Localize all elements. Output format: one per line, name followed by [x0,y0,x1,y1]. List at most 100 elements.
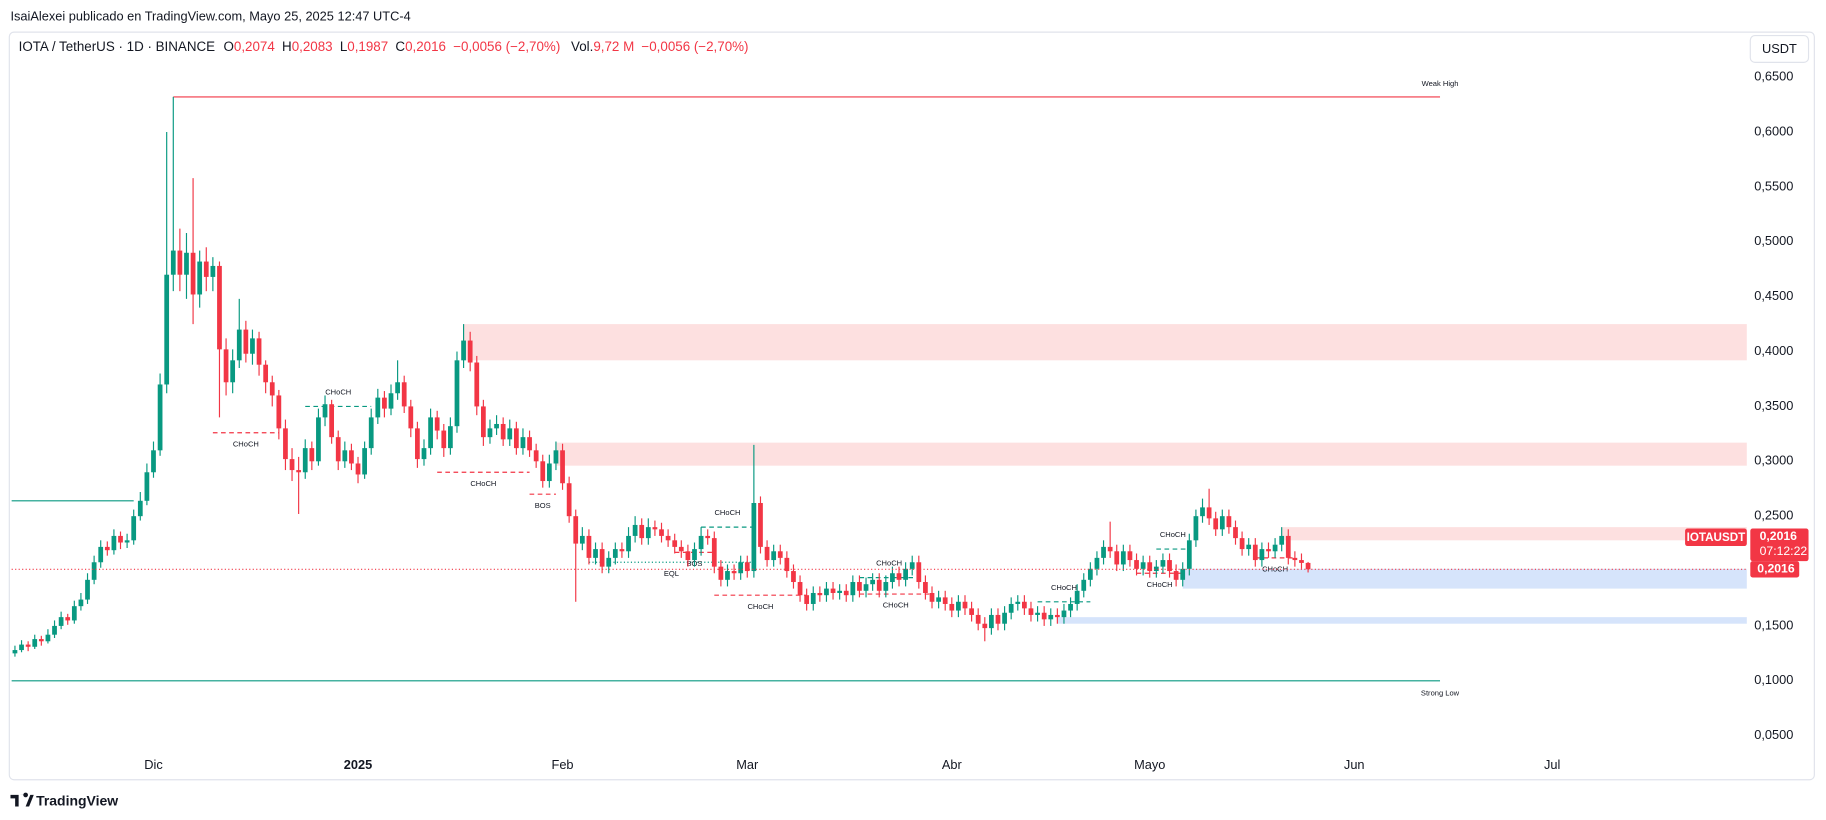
structure-label: CHoCH [883,601,909,610]
candle-body [157,384,163,451]
candle-body [91,562,97,580]
candle-body [487,428,493,438]
candle-body [58,617,64,626]
structure-label: CHoCH [1262,565,1288,574]
candle-body [362,448,367,475]
candle-body [1087,568,1093,580]
value: 0,2074 [234,39,275,54]
candle-body [322,404,328,418]
countdown: 07:12:22 [1760,544,1808,558]
candle-body [1305,562,1311,570]
candle-body [520,437,526,449]
candle-body [705,535,711,539]
candle-body [375,397,381,418]
candle-body [975,614,981,624]
change: −0,0056 (−2,70%) [641,39,748,54]
candle-body [104,546,110,551]
x-tick-label: Jun [1344,757,1365,772]
candle-body [672,540,678,547]
candle-body [645,527,651,539]
price-tag-text: 0,2016 [1757,562,1795,576]
candle-body [1094,557,1100,569]
candle-body [956,601,961,611]
candle-body [1213,518,1219,530]
currency-button[interactable] [1749,35,1810,63]
structure-label: CHoCH [1051,583,1077,592]
y-tick-label: 0,5000 [1754,233,1793,248]
candle-body [1219,516,1225,530]
candle-body [883,582,889,591]
candle-body [777,551,783,558]
candle-body [1035,612,1040,615]
candle-body [137,500,143,517]
candle-body [989,614,994,629]
candle-body [1074,590,1080,604]
structure-label: BOS [535,501,551,510]
candle-body [876,579,882,591]
candle-body [349,450,354,464]
y-tick-label: 0,6000 [1754,123,1793,138]
key: H [282,39,292,54]
candle-body [1285,535,1291,558]
price-tag-text: 0,2016 [1760,529,1798,543]
candle-body [236,329,242,361]
structure-label: CHoCH [714,508,740,517]
candle-body [837,590,843,593]
candle-body [731,571,737,574]
candle-body [791,571,796,583]
candle-body [1279,535,1285,545]
zone [1057,617,1747,624]
x-tick-label: Mar [736,757,759,772]
candle-body [533,450,539,462]
candle-body [78,599,84,607]
y-tick-label: 0,5500 [1754,178,1793,193]
candle-body [12,650,18,654]
candle-body [408,406,414,429]
candle-body [619,549,625,552]
candle-body [771,551,777,561]
candle-body [1028,608,1034,615]
candle-body [1259,549,1265,561]
candle-body [896,573,902,580]
candle-body [936,597,941,602]
candle-body [1048,614,1054,620]
candle-body [632,524,638,536]
candle-body [1054,614,1060,618]
candle-body [500,423,506,440]
candle-body [1041,612,1047,620]
candle-body [784,557,790,572]
candle-body [296,470,302,473]
price-tag [1750,528,1809,562]
candle-body [612,549,618,558]
candle-body [480,406,486,438]
candle-body [144,472,150,501]
x-tick-label: Dic [144,757,163,772]
candle-body [1081,579,1087,591]
x-tick-label: Feb [552,757,574,772]
candle-body [19,644,24,651]
value: 0,2016 [405,39,446,54]
x-tick-label: Jul [1544,757,1560,772]
candle-body [1101,546,1106,558]
candle-body [1015,601,1021,604]
value: 0,1987 [347,39,388,54]
candle-body [606,557,612,567]
candle-body [599,549,605,567]
candle-body [804,595,810,604]
candle-body [909,562,915,569]
candle-body [843,590,849,596]
candle-body [810,592,816,604]
candle-body [25,644,31,647]
candle-body [1061,610,1067,618]
currency-label[interactable]: USDT [1762,41,1797,56]
candle-body [527,437,532,451]
candle-body [170,250,176,275]
candle-body [1186,540,1192,569]
candle-body [329,404,335,438]
zone [555,442,1747,466]
candle-body [540,461,546,482]
candle-body [243,329,249,354]
candle-body [395,382,400,394]
